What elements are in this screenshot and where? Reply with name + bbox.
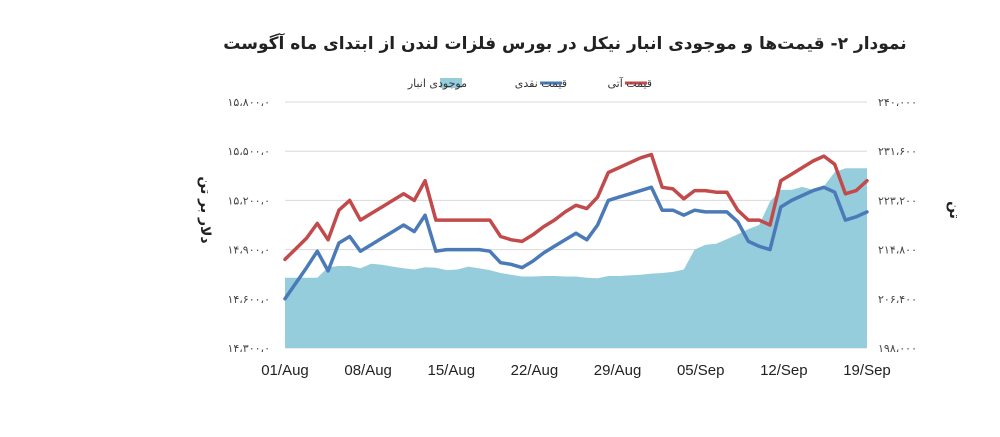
x-tick-label: 12/Sep	[760, 362, 808, 379]
y-tick-label: ۱۵،۵۰۰،۰	[227, 145, 270, 158]
legend-label-futures: قیمت آتی	[607, 76, 652, 90]
series-area-inventory	[285, 168, 867, 348]
y-axis-title-left: دلار بر تن	[197, 176, 213, 243]
x-axis: 01/Aug 08/Aug 15/Aug 22/Aug 29/Aug 05/Sep 12/S…	[261, 362, 891, 379]
x-tick-label: 29/Aug	[594, 362, 642, 379]
y-tick-label: ۱۵،۸۰۰،۰	[227, 96, 270, 109]
y2-tick-label: ۲۱۴،۸۰۰	[878, 244, 917, 257]
legend-swatch-inventory	[440, 78, 462, 88]
legend-label-inventory: موجودی انبار	[407, 77, 467, 90]
y2-tick-label: ۲۴۰،۰۰۰	[878, 96, 917, 109]
price-lines-group	[283, 152, 869, 301]
y-tick-label: ۱۴،۶۰۰،۰	[227, 293, 270, 306]
y2-tick-label: ۱۹۸،۰۰۰	[878, 342, 917, 355]
x-tick-label: 01/Aug	[261, 362, 309, 379]
y2-tick-label: ۲۳۱،۶۰۰	[878, 145, 917, 158]
y-tick-label: ۱۵،۲۰۰،۰	[227, 194, 270, 207]
legend-label-spot: قیمت نقدی	[515, 77, 567, 90]
y-axis-title-right: تن	[946, 201, 962, 219]
y-axis-left: ۱۴،۳۰۰،۰ ۱۴،۶۰۰،۰ ۱۴،۹۰۰،۰ ۱۵،۲۰۰،۰ ۱۵،۵۰۰،۰…	[227, 96, 270, 355]
x-tick-label: 22/Aug	[511, 362, 559, 379]
chart-legend: موجودی انبار قیمت نقدی قیمت آتی	[407, 76, 652, 90]
series-line-futures	[283, 152, 869, 262]
series-line-spot	[283, 185, 869, 301]
y-tick-label: ۱۴،۳۰۰،۰	[227, 342, 270, 355]
inventory-area-group	[285, 168, 867, 348]
y-tick-label: ۱۴،۹۰۰،۰	[227, 244, 270, 257]
chart-title: نمودار ۲- قیمت‌ها و موجودی انبار نیکل در…	[223, 32, 906, 54]
x-tick-label: 15/Aug	[428, 362, 476, 379]
x-tick-label: 08/Aug	[344, 362, 392, 379]
x-tick-label: 05/Sep	[677, 362, 725, 379]
x-tick-label: 19/Sep	[843, 362, 891, 379]
y-axis-right: ۱۹۸،۰۰۰ ۲۰۶،۴۰۰ ۲۱۴،۸۰۰ ۲۲۳،۲۰۰ ۲۳۱،۶۰۰ ۲۴۰،۰…	[878, 96, 917, 355]
y2-tick-label: ۲۲۳،۲۰۰	[878, 194, 917, 207]
y2-tick-label: ۲۰۶،۴۰۰	[878, 293, 917, 306]
